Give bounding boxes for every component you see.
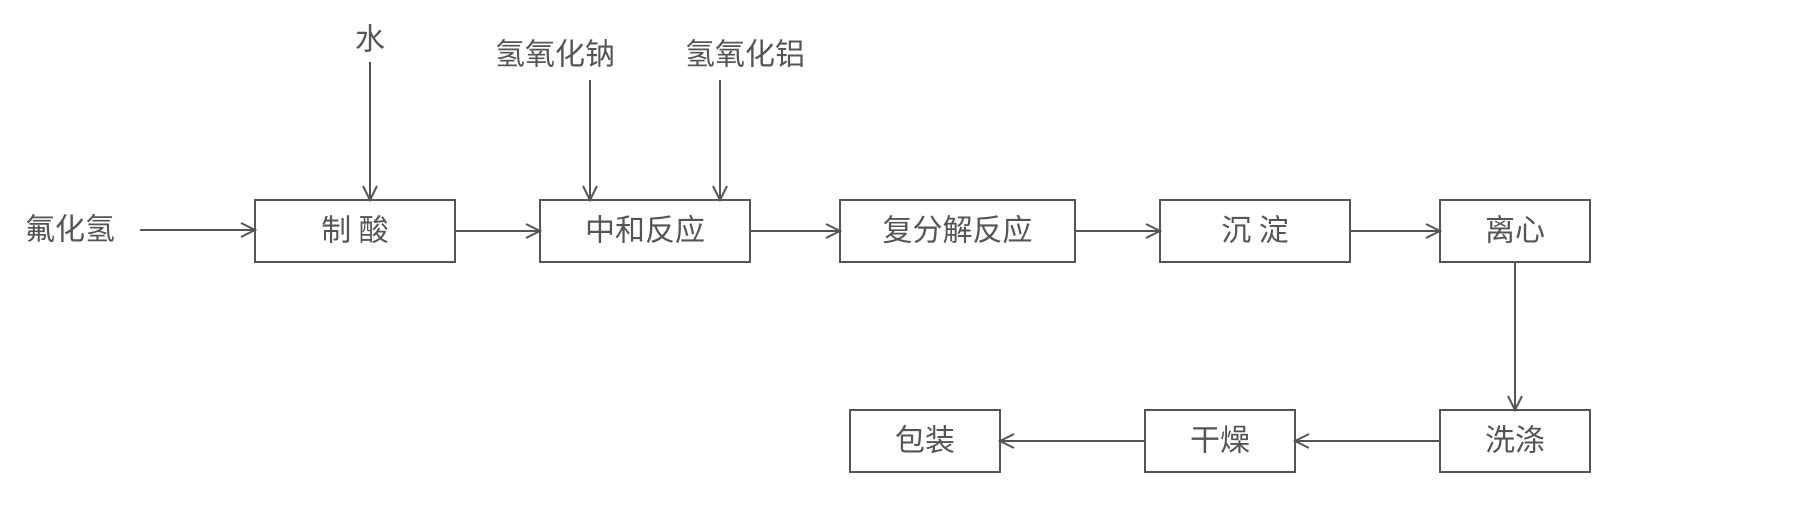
input-label-in-water: 水: [355, 24, 385, 57]
flow-node-n8: 包装: [850, 410, 1000, 472]
flow-node-n5: 离心: [1440, 200, 1590, 262]
flow-node-label: 离心: [1485, 215, 1545, 248]
flow-node-label: 复分解反应: [883, 215, 1033, 248]
flow-node-label: 包装: [895, 425, 955, 458]
nodes-layer: 制 酸 中和反应 复分解反应 沉 淀 离心洗涤 干燥 包装: [255, 200, 1590, 472]
inputs-layer: 氟化氢 水 氢氧化钠 氢氧化铝: [25, 24, 805, 247]
input-label-in-naoh: 氢氧化钠: [495, 39, 615, 72]
input-label-in-hf: 氟化氢: [25, 214, 115, 247]
flow-node-label: 沉 淀: [1221, 215, 1289, 248]
edges-layer: [140, 62, 1522, 448]
flow-node-label: 中和反应: [585, 215, 705, 248]
input-label-in-aloh3: 氢氧化铝: [685, 39, 805, 72]
flow-node-n2: 中和反应: [540, 200, 750, 262]
flow-node-n1: 制 酸: [255, 200, 455, 262]
flow-node-label: 干燥: [1190, 425, 1250, 458]
flow-node-n6: 洗涤: [1440, 410, 1590, 472]
flow-node-n4: 沉 淀: [1160, 200, 1350, 262]
flow-node-n3: 复分解反应: [840, 200, 1075, 262]
flow-node-n7: 干燥: [1145, 410, 1295, 472]
flow-node-label: 制 酸: [321, 215, 389, 248]
flow-node-label: 洗涤: [1485, 425, 1545, 458]
